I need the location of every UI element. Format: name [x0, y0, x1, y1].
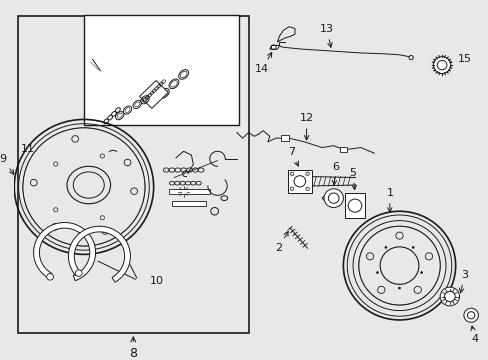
Circle shape [52, 224, 59, 230]
Circle shape [397, 287, 400, 289]
Circle shape [54, 208, 58, 212]
Text: 13: 13 [319, 24, 333, 47]
Text: 14: 14 [254, 53, 271, 74]
Bar [18, 16, 248, 333]
Text: 11: 11 [21, 144, 35, 154]
Text: 1: 1 [386, 188, 392, 212]
Circle shape [130, 188, 137, 194]
Circle shape [102, 228, 108, 234]
Circle shape [419, 271, 422, 274]
Circle shape [290, 187, 293, 190]
Circle shape [366, 253, 373, 260]
Circle shape [411, 246, 414, 249]
Bar [339, 147, 346, 152]
Bar [172, 201, 205, 206]
Bar [281, 135, 288, 141]
Circle shape [72, 136, 79, 142]
Circle shape [124, 159, 131, 166]
Text: 2: 2 [274, 231, 287, 253]
Polygon shape [139, 81, 168, 108]
Circle shape [408, 55, 412, 60]
Circle shape [30, 179, 37, 186]
Bar [287, 170, 311, 193]
Circle shape [377, 286, 384, 293]
Text: 12: 12 [299, 113, 313, 140]
Circle shape [432, 57, 450, 73]
Circle shape [75, 270, 82, 276]
Text: 8: 8 [129, 337, 137, 360]
Text: 10: 10 [149, 276, 163, 285]
Bar [84, 14, 238, 125]
Circle shape [395, 232, 403, 239]
Text: 6: 6 [331, 162, 339, 185]
Circle shape [324, 189, 343, 207]
Circle shape [375, 271, 378, 274]
Circle shape [100, 154, 104, 158]
Bar [169, 189, 209, 194]
Text: 4: 4 [470, 326, 478, 344]
Circle shape [379, 247, 418, 284]
Circle shape [425, 253, 432, 260]
Text: 3: 3 [458, 270, 468, 293]
Circle shape [358, 226, 439, 305]
Circle shape [46, 274, 53, 280]
Circle shape [439, 287, 459, 306]
Circle shape [305, 187, 309, 190]
Circle shape [413, 286, 421, 293]
Circle shape [54, 162, 58, 166]
Text: 5: 5 [349, 167, 356, 190]
Bar [345, 193, 364, 218]
Polygon shape [269, 45, 279, 49]
Circle shape [463, 308, 477, 322]
Text: 15: 15 [434, 54, 470, 65]
Text: 9: 9 [0, 154, 14, 174]
Polygon shape [68, 226, 130, 282]
Circle shape [290, 172, 293, 175]
Circle shape [100, 216, 104, 220]
Circle shape [23, 128, 144, 246]
Polygon shape [34, 222, 95, 281]
Circle shape [305, 172, 309, 175]
Text: 7: 7 [288, 147, 298, 166]
Circle shape [384, 246, 386, 249]
